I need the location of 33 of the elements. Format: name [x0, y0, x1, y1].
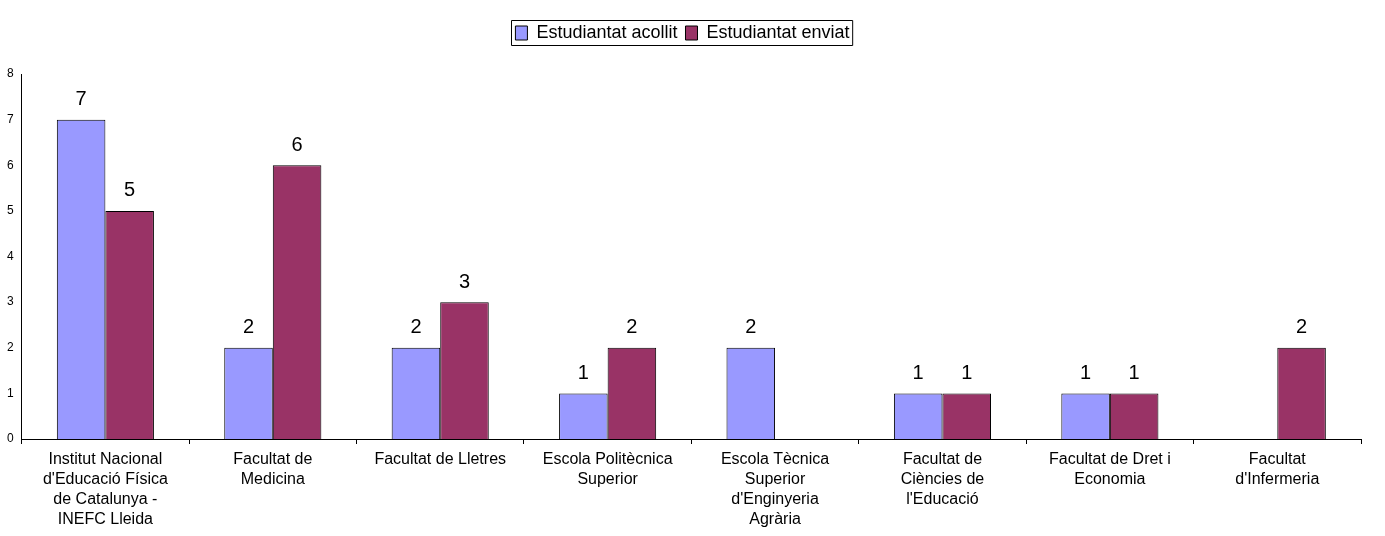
x-tick-label: Facultat d'Infermeria: [1235, 450, 1320, 488]
y-tick-label: 5: [6, 203, 14, 218]
data-label: 2: [242, 315, 255, 338]
legend-label: Estudiantat acollit: [536, 21, 678, 42]
x-tick-label: Institut Nacional d'Educació Física de Catalunya - INEFC Lleida: [42, 450, 168, 528]
x-tick-label: Facultat de Ciències de l'Educació: [900, 450, 985, 508]
data-label: 1: [912, 360, 924, 383]
legend-label: Estudiantat enviat: [706, 21, 850, 42]
x-tick-label: Facultat de Dret i Economia: [1048, 450, 1171, 488]
y-tick-label: 0: [6, 431, 14, 446]
data-label: 2: [745, 315, 757, 338]
data-label: 3: [458, 269, 471, 292]
y-tick-label: 1: [6, 385, 14, 400]
x-tick-label: Escola Tècnica Superior d'Enginyeria Agrària: [720, 450, 830, 528]
data-label: 2: [626, 315, 638, 338]
x-tick-label: Escola Politècnica Superior: [542, 450, 673, 488]
data-label: 1: [577, 360, 589, 383]
y-tick-label: 2: [6, 340, 14, 355]
y-tick-label: 3: [6, 294, 14, 309]
data-label: 6: [291, 132, 303, 155]
data-label: 2: [1296, 315, 1308, 338]
y-tick-label: 7: [6, 111, 14, 126]
data-label: 1: [1128, 360, 1140, 383]
y-tick-label: 6: [6, 157, 14, 172]
y-tick-label: 8: [6, 66, 14, 81]
data-label: 7: [75, 87, 87, 110]
data-label: 1: [1080, 360, 1092, 383]
y-tick-label: 4: [6, 248, 14, 263]
x-tick-label: Facultat de Lletres: [374, 450, 507, 468]
data-label: 5: [124, 178, 136, 201]
data-label: 2: [410, 315, 422, 338]
x-tick-label: Facultat de Medicina: [233, 450, 313, 488]
data-label: 1: [961, 360, 973, 383]
